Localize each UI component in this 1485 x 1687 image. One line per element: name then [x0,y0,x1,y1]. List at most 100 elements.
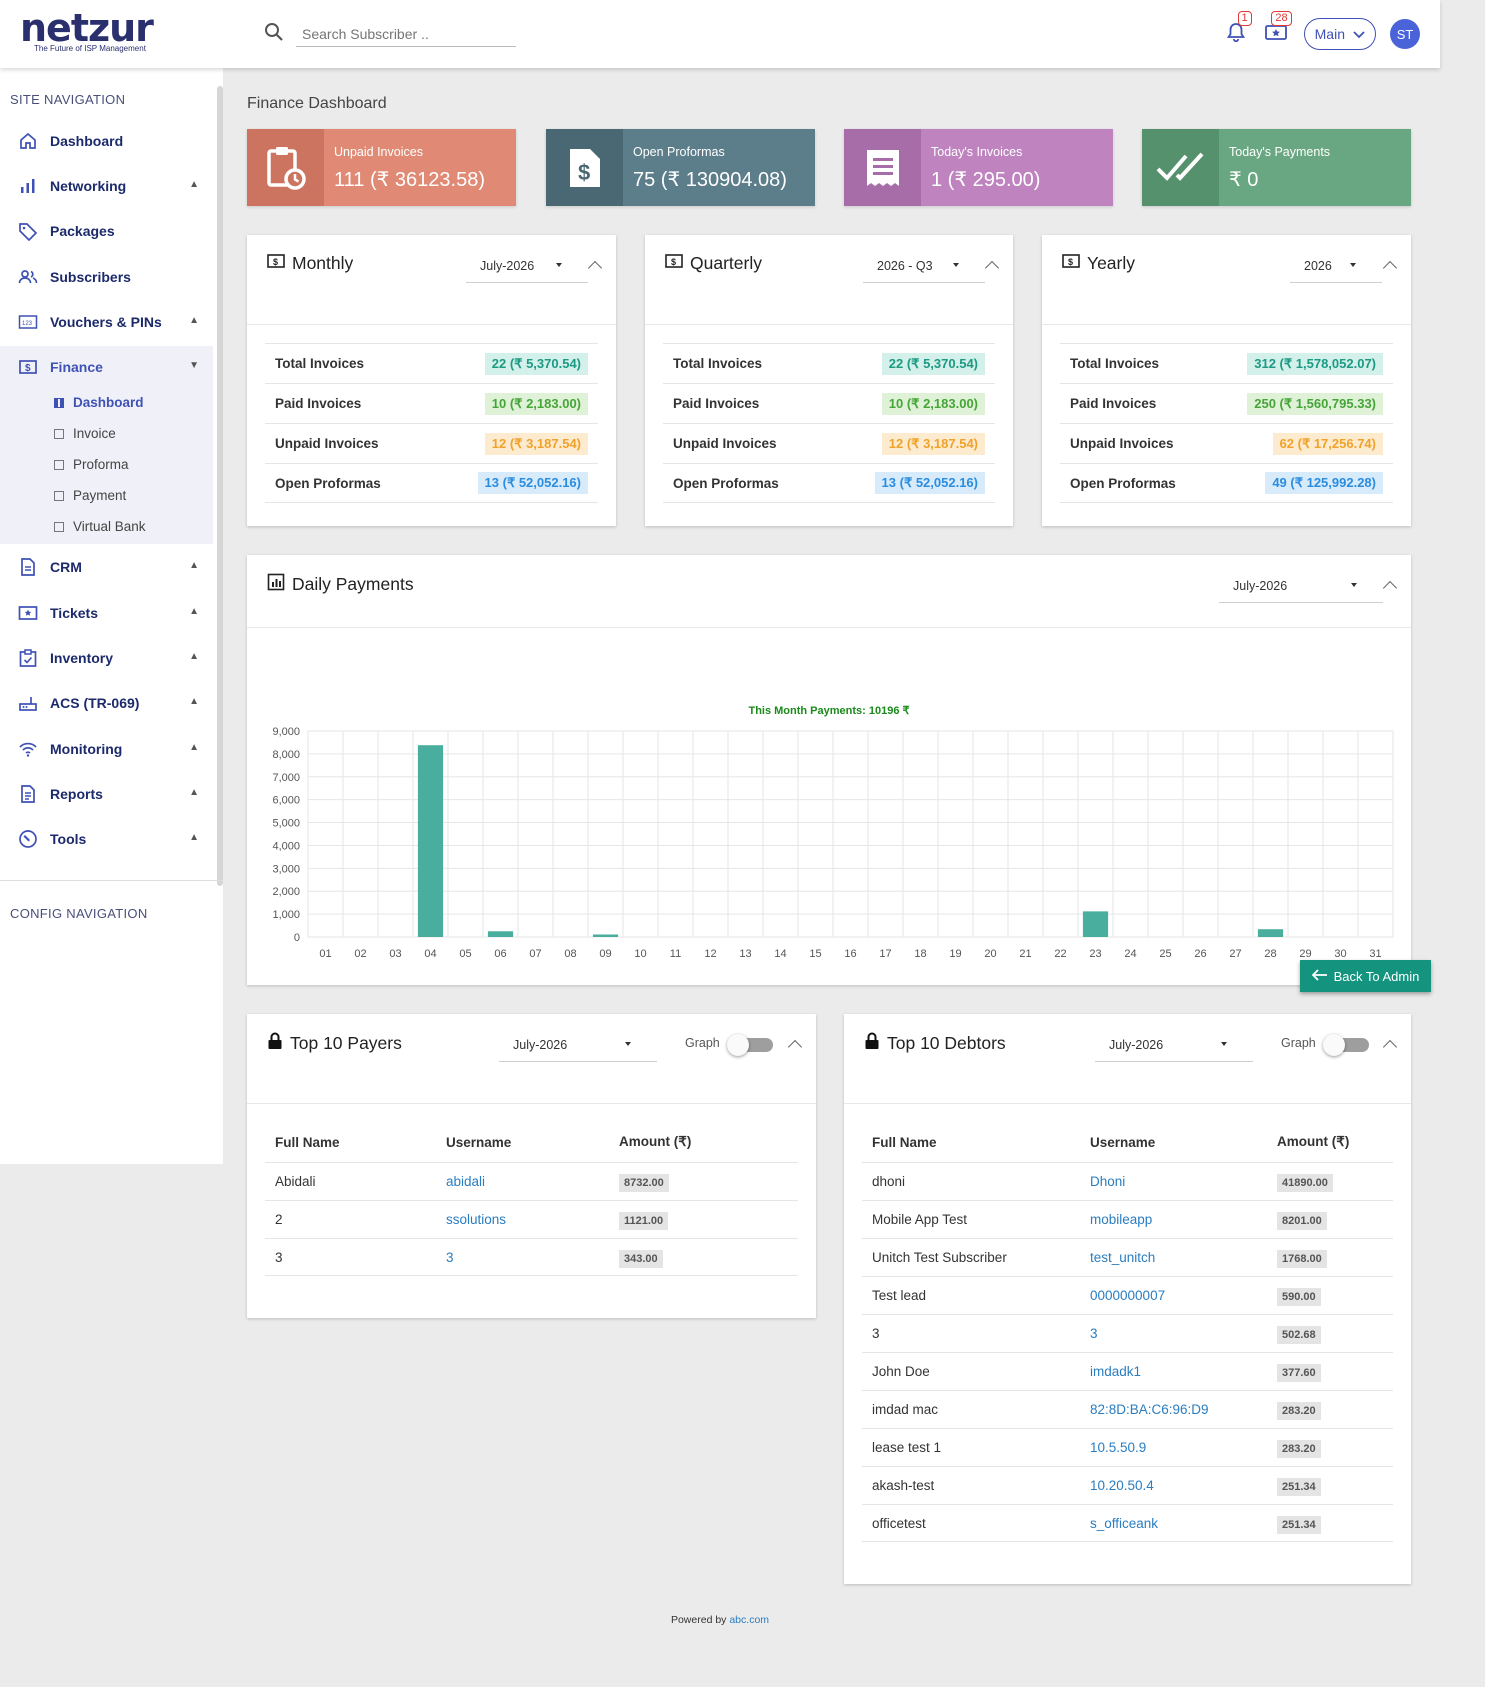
amount-badge: 41890.00 [1277,1174,1333,1192]
username-link[interactable]: s_officeank [1090,1515,1159,1531]
logo-text: netzur [20,6,154,50]
amount-badge: 251.34 [1277,1515,1321,1534]
expand-arrow-icon: ▲ [189,606,199,617]
back-to-admin-button[interactable]: Back To Admin [1300,960,1431,992]
sidebar-item-dashboard[interactable]: Dashboard [0,121,213,161]
period-select[interactable]: July-2026 [499,1022,657,1062]
sidebar-item-label: ACS (TR-069) [50,695,140,711]
x-tick-label: 06 [494,948,506,960]
tickets-button[interactable]: 28 [1258,11,1294,51]
zone-select[interactable]: Main [1303,18,1376,50]
sidebar-item-reports[interactable]: Reports ▲ [0,774,213,814]
x-tick-label: 30 [1334,948,1346,960]
finance-icon: $ [267,253,285,274]
sidebar-item-tools[interactable]: Tools ▲ [0,819,213,859]
sidebar-item-packages[interactable]: Packages [0,211,213,251]
daily-payments-panel: Daily Payments July-2026 This Month Paym… [247,555,1411,985]
finance-sub-invoice[interactable]: Invoice [54,426,116,441]
zone-select-value: Main [1314,26,1345,42]
sidebar-item-crm[interactable]: CRM ▲ [0,547,213,587]
chart-bar [592,934,619,937]
username-link[interactable]: mobileapp [1090,1212,1153,1227]
search-input[interactable] [296,22,516,47]
sidebar-item-acs[interactable]: ACS (TR-069) ▲ [0,683,213,723]
column-header: Amount (₹) [619,1134,692,1149]
sidebar-item-tickets[interactable]: Tickets ▲ [0,593,213,633]
sidebar-scrollbar[interactable] [217,86,223,886]
collapse-icon[interactable] [1382,1039,1398,1055]
period-select[interactable]: 2026 - Q3 [863,243,985,283]
period-select[interactable]: July-2026 [1095,1022,1253,1062]
sidebar-item-finance[interactable]: $ Finance ▼ [0,347,213,387]
username-link[interactable]: 0000000007 [1090,1288,1166,1303]
sidebar-item-inventory[interactable]: Inventory ▲ [0,638,213,678]
svg-text:$: $ [671,257,676,267]
panel-title: Quarterly [690,253,762,273]
username-link[interactable]: Dhoni [1090,1174,1126,1189]
amount-badge: 8201.00 [1277,1212,1327,1230]
finance-sub-payment[interactable]: Payment [54,488,126,503]
open-proformas-value: 49 (₹ 125,992.28) [1265,472,1383,494]
invoice-dollar-icon: $ [546,129,623,206]
username-link[interactable]: test_unitch [1090,1250,1156,1265]
graph-toggle[interactable] [1323,1034,1369,1056]
x-tick-label: 08 [564,948,576,960]
lock-icon [267,1032,283,1055]
username-link[interactable]: abidali [446,1174,486,1189]
debtors-table: Full Name Username Amount (₹) dhoni Dhoni… [862,1122,1393,1542]
table-header: Full Name Username Amount (₹) [862,1122,1393,1162]
proforma-icon [54,459,64,470]
period-select[interactable]: July-2026 [1219,563,1383,603]
finance-icon: $ [665,253,683,274]
sidebar-item-networking[interactable]: Networking ▲ [0,166,213,206]
row-label: Paid Invoices [1070,396,1157,411]
footer-link[interactable]: abc.com [729,1614,770,1626]
username-link[interactable]: 10.20.50.4 [1090,1478,1154,1493]
period-select[interactable]: July-2026 [466,243,588,283]
table-row: Total Invoices 22 (₹ 5,370.54) [663,343,995,383]
amount-badge: 377.60 [1277,1364,1321,1382]
bar-chart-icon [267,573,285,596]
collapse-icon[interactable] [1382,260,1398,276]
collapse-icon[interactable] [587,260,603,276]
x-tick-label: 11 [670,948,681,960]
search-icon[interactable] [264,22,284,47]
finance-sub-virtual-bank[interactable]: Virtual Bank [54,519,146,534]
sidebar-item-vouchers[interactable]: 123 Vouchers & PINs ▲ [0,302,213,342]
notifications-button[interactable]: 1 [1218,11,1254,51]
collapse-icon[interactable] [787,1039,803,1055]
finance-sub-proforma[interactable]: Proforma [54,457,129,472]
total-invoices-value: 22 (₹ 5,370.54) [881,352,985,375]
x-tick-label: 16 [844,948,856,960]
x-tick-label: 31 [1369,948,1381,960]
sidebar-item-monitoring[interactable]: Monitoring ▲ [0,729,213,769]
period-select-value: July-2026 [480,259,535,273]
chevron-down-icon [1353,26,1365,42]
chart-title: This Month Payments: 10196 ₹ [748,705,909,717]
period-select[interactable]: 2026 [1290,243,1382,283]
chart-bar [487,931,514,937]
amount-badge: 283.20 [1277,1402,1321,1420]
logo[interactable]: netzur The Future of ISP Management [20,6,154,53]
username-link[interactable]: 3 [1090,1326,1098,1341]
collapse-icon[interactable] [1382,580,1398,596]
graph-toggle[interactable] [727,1034,773,1056]
open-proformas-card[interactable]: $ Open Proformas 75 (₹ 130904.08) [546,129,815,206]
arrow-left-icon [1311,968,1328,984]
user-avatar[interactable]: ST [1390,19,1420,49]
sidebar-item-subscribers[interactable]: Subscribers [0,257,213,297]
collapse-icon[interactable] [984,260,1000,276]
username-link[interactable]: 82:8D:BA:C6:96:D9 [1090,1402,1209,1417]
unpaid-invoices-card[interactable]: Unpaid Invoices 111 (₹ 36123.58) [247,129,516,206]
caret-down-icon [1350,263,1356,267]
panel-title: Top 10 Payers [290,1033,402,1053]
x-tick-label: 04 [424,948,436,960]
todays-invoices-card[interactable]: Today's Invoices 1 (₹ 295.00) [844,129,1113,206]
todays-payments-card[interactable]: Today's Payments ₹ 0 [1142,129,1411,206]
column-header: Username [446,1134,512,1150]
username-link[interactable]: ssolutions [446,1212,507,1227]
finance-sub-dashboard[interactable]: Dashboard [54,395,144,410]
username-link[interactable]: imdadk1 [1090,1364,1142,1379]
username-link[interactable]: 10.5.50.9 [1090,1440,1147,1455]
username-link[interactable]: 3 [446,1249,454,1265]
